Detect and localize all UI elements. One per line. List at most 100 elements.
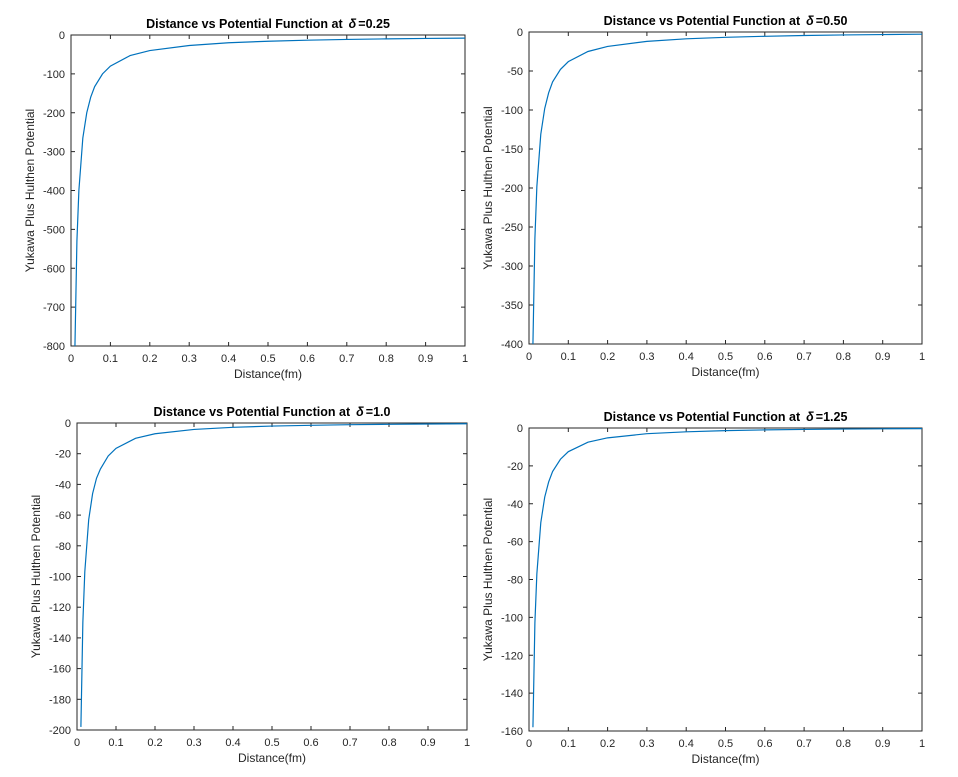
x-tick-label: 0.7	[796, 738, 811, 750]
x-tick-label: 0.4	[679, 738, 694, 750]
x-tick-label: 0	[68, 353, 74, 365]
y-tick-label: -100	[501, 612, 523, 624]
y-tick-label: -100	[43, 69, 65, 81]
x-tick-label: 0.3	[182, 353, 197, 365]
x-tick-label: 0.2	[142, 353, 157, 365]
y-tick-label: -160	[501, 726, 523, 738]
chart-title-text: Distance vs Potential Function at	[146, 17, 343, 31]
chart-title: Distance vs Potential Function at δ =0.25	[146, 17, 390, 31]
x-tick-label: 0.3	[639, 738, 654, 750]
y-tick-label: -700	[43, 302, 65, 314]
x-tick-label: 1	[462, 353, 468, 365]
y-tick-label: -600	[43, 263, 65, 275]
chart-panel-3: 0 0.1 0.2 0.3 0.4 0.5 0.6 0.7 0.8 0.9 1 0 -20 -40 -60 -…	[29, 405, 470, 765]
x-tick-label: 0.3	[186, 737, 201, 749]
chart-title-value: =1.25	[816, 410, 848, 424]
x-tick-label: 0.8	[379, 353, 394, 365]
series-line-1	[532, 428, 923, 728]
y-tick-label: 0	[59, 30, 65, 42]
y-tick-label: -150	[501, 144, 523, 156]
chart-panel-4: 0 0.1 0.2 0.3 0.4 0.5 0.6 0.7 0.8 0.9 1 0 -20 -40 -60 -…	[481, 410, 925, 766]
y-tick-label: 0	[517, 423, 523, 435]
x-axis-label: Distance(fm)	[238, 751, 306, 765]
y-tick-label: 0	[65, 418, 71, 430]
x-tick-label: 0.2	[600, 351, 615, 363]
x-tick-label: 0.7	[342, 737, 357, 749]
x-tick-label: 0.5	[260, 353, 275, 365]
chart-title-value: =0.50	[816, 14, 848, 28]
x-tick-label: 0.3	[639, 351, 654, 363]
y-tick-label: -60	[507, 537, 523, 549]
chart-title-text: Distance vs Potential Function at	[604, 14, 801, 28]
x-tick-label: 0.8	[836, 738, 851, 750]
x-tick-label: 0.1	[561, 738, 576, 750]
chart-title-symbol: δ	[806, 14, 814, 28]
y-tick-label: -400	[43, 186, 65, 198]
x-tick-label: 0.1	[103, 353, 118, 365]
chart-panel-2: 0 0.1 0.2 0.3 0.4 0.5 0.6 0.7 0.8 0.9 1 0 -50 -100 -15…	[481, 14, 925, 379]
y-tick-label: -100	[49, 572, 71, 584]
plot-area	[528, 31, 923, 345]
series-line-1	[74, 37, 466, 347]
y-tick-label: -200	[49, 725, 71, 737]
x-tick-label: 0.6	[303, 737, 318, 749]
chart-title-symbol: δ	[349, 17, 357, 31]
x-tick-label: 0.9	[418, 353, 433, 365]
y-tick-label: -50	[507, 66, 523, 78]
y-tick-label: -20	[55, 449, 71, 461]
y-tick-label: -120	[501, 650, 523, 662]
x-tick-label: 0	[526, 351, 532, 363]
chart-title-symbol: δ	[806, 410, 814, 424]
x-tick-label: 0.4	[679, 351, 694, 363]
x-tick-label: 0.4	[225, 737, 240, 749]
chart-title-value: =0.25	[358, 17, 390, 31]
y-tick-label: 0	[517, 27, 523, 39]
chart-title: Distance vs Potential Function at δ =1.0	[154, 405, 391, 419]
x-tick-label: 0	[74, 737, 80, 749]
plot-area	[528, 427, 923, 732]
y-tick-label: -20	[507, 461, 523, 473]
y-tick-label: -250	[501, 222, 523, 234]
y-tick-label: -60	[55, 510, 71, 522]
x-tick-label: 0.5	[718, 351, 733, 363]
x-tick-label: 0.9	[420, 737, 435, 749]
x-tick-label: 1	[919, 738, 925, 750]
chart-panel-1: 0 0.1 0.2 0.3 0.4 0.5 0.6 0.7 0.8 0.9 1 0 -100 -200 -3…	[23, 17, 468, 381]
y-tick-label: -120	[49, 602, 71, 614]
x-tick-label: 0.5	[264, 737, 279, 749]
x-tick-label: 0.6	[300, 353, 315, 365]
y-tick-label: -400	[501, 339, 523, 351]
chart-title: Distance vs Potential Function at δ =1.25	[604, 410, 848, 424]
y-tick-label: -180	[49, 694, 71, 706]
chart-title-text: Distance vs Potential Function at	[604, 410, 801, 424]
x-tick-label: 1	[464, 737, 470, 749]
y-axis-label: Yukawa Plus Hulthen Potential	[29, 495, 43, 658]
plot-area	[76, 422, 468, 731]
x-axis-label: Distance(fm)	[691, 365, 759, 379]
chart-title-text: Distance vs Potential Function at	[154, 405, 351, 419]
y-tick-label: -350	[501, 300, 523, 312]
y-tick-label: -200	[501, 183, 523, 195]
y-axis-label: Yukawa Plus Hulthen Potential	[23, 109, 37, 272]
y-tick-label: -140	[501, 688, 523, 700]
y-axis-label: Yukawa Plus Hulthen Potential	[481, 106, 495, 269]
x-tick-label: 0.8	[836, 351, 851, 363]
chart-title-value: =1.0	[366, 405, 391, 419]
x-tick-label: 0.9	[875, 351, 890, 363]
x-tick-label: 0	[526, 738, 532, 750]
y-tick-label: -40	[55, 479, 71, 491]
chart-title-symbol: δ	[356, 405, 364, 419]
y-tick-label: -200	[43, 108, 65, 120]
x-tick-label: 0.8	[381, 737, 396, 749]
x-tick-label: 0.1	[108, 737, 123, 749]
x-tick-label: 0.2	[147, 737, 162, 749]
x-axis-label: Distance(fm)	[691, 752, 759, 766]
x-tick-label: 0.5	[718, 738, 733, 750]
y-tick-label: -80	[507, 575, 523, 587]
x-tick-label: 0.6	[757, 351, 772, 363]
y-tick-label: -800	[43, 341, 65, 353]
y-axis-label: Yukawa Plus Hulthen Potential	[481, 498, 495, 661]
y-tick-label: -500	[43, 224, 65, 236]
x-tick-label: 0.2	[600, 738, 615, 750]
